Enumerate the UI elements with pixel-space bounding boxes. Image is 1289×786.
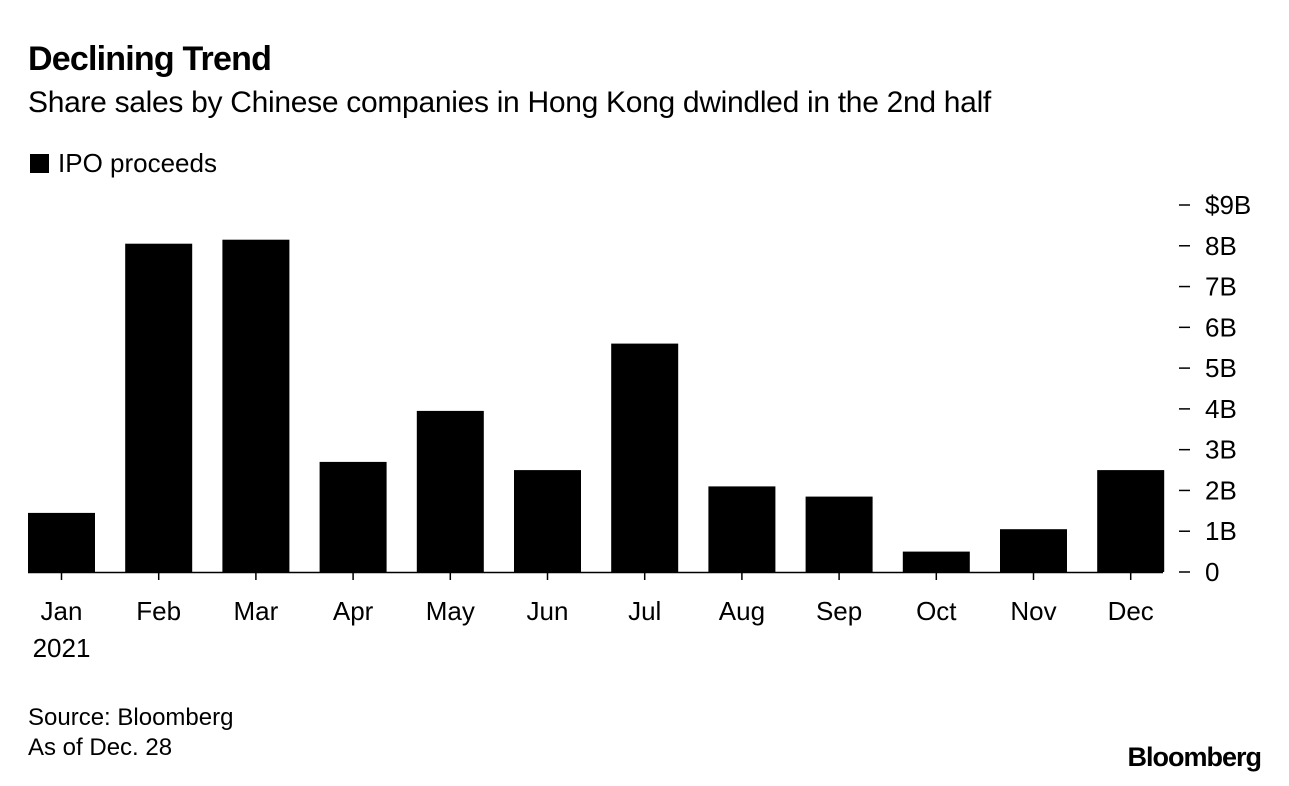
bar-aug [708,486,776,572]
bar-oct [902,551,970,572]
y-tick-label-0: 0 [1205,557,1219,587]
bar-may [416,410,484,572]
bar-feb [125,243,193,572]
y-tick-label-3: 3B [1205,435,1237,465]
y-axis: 0 1B 2B 3B 4B 5B 6B 7B 8B $9B [1179,190,1251,587]
source-text: Source: Bloomberg [28,704,234,731]
x-tick-label-aug: Aug [719,596,765,626]
bar-jan [28,512,95,572]
bar-apr [319,461,387,572]
x-axis: Jan Feb Mar Apr May Jun Jul Aug Sep Oct Nov Dec 2021 [28,571,1163,663]
x-tick-label-sep: Sep [816,596,862,626]
x-tick-label-dec: Dec [1108,596,1154,626]
x-tick-label-oct: Oct [916,596,957,626]
y-tick-label-8: 8B [1205,231,1237,261]
x-tick-label-jun: Jun [527,596,569,626]
bloomberg-logo: Bloomberg [1127,742,1262,772]
y-tick-label-6: 6B [1205,312,1237,342]
x-tick-label-apr: Apr [333,596,374,626]
chart-subtitle: Share sales by Chinese companies in Hong… [28,86,991,119]
bar-sep [805,496,873,572]
x-tick-label-mar: Mar [234,596,279,626]
chart-title: Declining Trend [28,40,272,78]
x-tick-label-jan: Jan [41,596,83,626]
x-tick-label-feb: Feb [136,596,181,626]
y-tick-label-5: 5B [1205,353,1237,383]
y-tick-label-2: 2B [1205,475,1237,505]
chart-legend: IPO proceeds [30,148,217,179]
x-tick-label-jul: Jul [628,596,661,626]
y-tick-label-4: 4B [1205,394,1237,424]
bar-mar [222,239,290,572]
bar-nov [1000,529,1067,572]
source-note: Source: Bloomberg As of Dec. 28 [28,703,233,763]
bars-group [28,239,1165,572]
bar-jul [611,343,679,572]
bar-jun [514,470,581,572]
x-tick-label-nov: Nov [1010,596,1056,626]
x-year-label: 2021 [33,633,91,663]
legend-swatch-ipo-proceeds [30,154,49,173]
x-tick-label-may: May [426,596,475,626]
y-tick-label-1: 1B [1205,516,1237,546]
y-tick-label-7: 7B [1205,272,1237,302]
bar-dec [1097,470,1165,572]
y-tick-label-9: $9B [1205,190,1251,220]
as-of-text: As of Dec. 28 [28,734,173,761]
legend-label-ipo-proceeds: IPO proceeds [58,148,217,178]
